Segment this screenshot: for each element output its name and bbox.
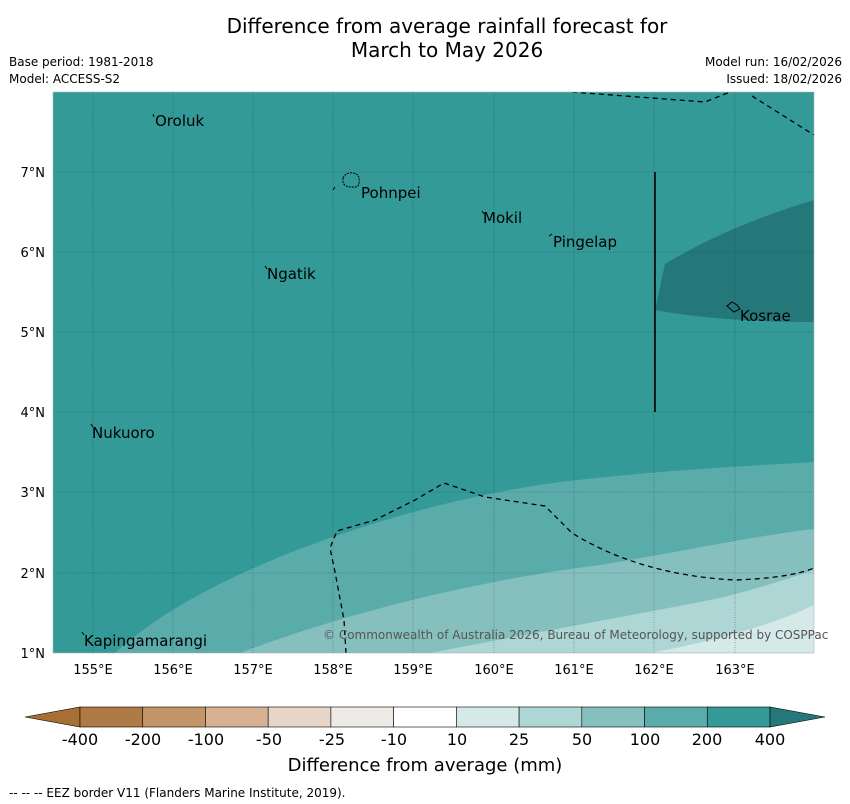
lon-tick: 157°E bbox=[233, 663, 273, 678]
ngatik-mark bbox=[264, 265, 268, 270]
cbar-tick: 25 bbox=[509, 730, 529, 749]
place-label: Kosrae bbox=[740, 307, 791, 325]
pohnpei-island bbox=[342, 172, 360, 188]
lat-tick: 3°N bbox=[21, 486, 46, 501]
nukuoro-mark bbox=[90, 423, 94, 428]
pohnpei-islet bbox=[332, 186, 336, 191]
lon-tick: 162°E bbox=[634, 663, 674, 678]
title-line-1: Difference from average rainfall forecas… bbox=[226, 14, 668, 38]
cbar-segment bbox=[518, 706, 583, 728]
copyright-notice: © Commonwealth of Australia 2026, Bureau… bbox=[323, 628, 829, 642]
cbar-segment bbox=[706, 706, 771, 728]
cbar-segment bbox=[330, 706, 394, 728]
meta-right: Model run: 16/02/2026 Issued: 18/02/2026 bbox=[705, 54, 842, 88]
cbar-segment bbox=[393, 706, 457, 728]
cbar-segment bbox=[205, 706, 269, 728]
cbar-tick: -50 bbox=[256, 730, 282, 749]
cbar-segment bbox=[142, 706, 206, 728]
cbar-segment bbox=[644, 706, 708, 728]
lon-tick: 160°E bbox=[474, 663, 514, 678]
cbar-extend-low bbox=[24, 706, 81, 728]
lat-tick: 7°N bbox=[21, 166, 46, 181]
cbar-tick: -200 bbox=[125, 730, 161, 749]
cbar-tick: -400 bbox=[62, 730, 98, 749]
eez-legend-note: -- -- -- EEZ border V11 (Flanders Marine… bbox=[9, 786, 346, 800]
lon-axis: 155°E 156°E 157°E 158°E 159°E 160°E 161°… bbox=[73, 663, 755, 678]
base-period: Base period: 1981-2018 bbox=[9, 55, 154, 69]
lat-tick: 5°N bbox=[21, 326, 46, 341]
colorbar bbox=[24, 706, 826, 728]
eez-border bbox=[329, 92, 814, 653]
lat-axis: 7°N 6°N 5°N 4°N 3°N 2°N 1°N bbox=[21, 166, 46, 662]
cbar-extend-high bbox=[769, 706, 826, 728]
mokil-mark bbox=[481, 210, 485, 215]
lon-tick: 156°E bbox=[153, 663, 193, 678]
issued-date: Issued: 18/02/2026 bbox=[726, 72, 842, 86]
place-label: Mokil bbox=[483, 209, 522, 227]
cbar-tick: 50 bbox=[572, 730, 592, 749]
place-label: Kapingamarangi bbox=[84, 632, 207, 650]
colorbar-title: Difference from average (mm) bbox=[287, 755, 563, 776]
place-label: Pohnpei bbox=[361, 184, 421, 202]
map-title: Difference from average rainfall forecas… bbox=[0, 14, 850, 62]
lon-tick: 155°E bbox=[73, 663, 113, 678]
cbar-segment bbox=[581, 706, 645, 728]
place-label: Pingelap bbox=[553, 233, 617, 251]
pingelap-mark bbox=[548, 233, 553, 237]
cbar-tick: 100 bbox=[630, 730, 661, 749]
kapinga-mark bbox=[81, 631, 85, 636]
model-name: Model: ACCESS-S2 bbox=[9, 72, 121, 86]
lat-tick: 1°N bbox=[21, 647, 46, 662]
cbar-segment bbox=[456, 706, 520, 728]
band-25-50 bbox=[430, 570, 814, 653]
band-400-plus bbox=[655, 200, 814, 322]
colorbar-labels: -400 -200 -100 -50 -25 -10 10 25 50 100 … bbox=[62, 730, 785, 749]
cbar-tick: 10 bbox=[447, 730, 467, 749]
lat-tick: 4°N bbox=[21, 406, 46, 421]
title-line-2: March to May 2026 bbox=[350, 38, 544, 62]
rainfall-fill: Oroluk Pohnpei Mokil Pingelap Ngatik Kos… bbox=[53, 92, 814, 653]
lon-tick: 158°E bbox=[313, 663, 353, 678]
lon-tick: 159°E bbox=[393, 663, 433, 678]
graticule bbox=[53, 92, 814, 653]
lat-tick: 2°N bbox=[21, 567, 46, 582]
cbar-tick: 200 bbox=[692, 730, 723, 749]
oroluk-mark bbox=[152, 113, 155, 118]
meta-left: Base period: 1981-2018 Model: ACCESS-S2 bbox=[9, 54, 154, 88]
cbar-tick: 400 bbox=[755, 730, 786, 749]
map-frame bbox=[52, 91, 815, 654]
cbar-tick: -10 bbox=[381, 730, 407, 749]
cbar-tick: -100 bbox=[188, 730, 224, 749]
cbar-segment bbox=[267, 706, 332, 728]
cbar-tick: -25 bbox=[319, 730, 345, 749]
place-label: Oroluk bbox=[155, 112, 204, 130]
place-label: Nukuoro bbox=[92, 424, 155, 442]
lon-tick: 163°E bbox=[715, 663, 755, 678]
place-label: Ngatik bbox=[267, 265, 316, 283]
band-10-25 bbox=[650, 605, 814, 653]
lat-tick: 6°N bbox=[21, 246, 46, 261]
kosrae-island bbox=[726, 301, 741, 313]
model-run: Model run: 16/02/2026 bbox=[704, 55, 842, 69]
lon-tick: 161°E bbox=[554, 663, 594, 678]
cbar-segment bbox=[79, 706, 144, 728]
